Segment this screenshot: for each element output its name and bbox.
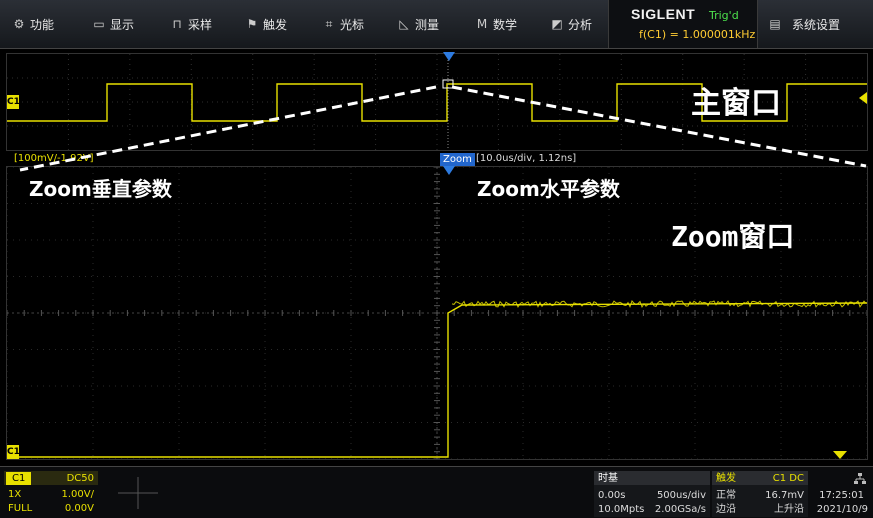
menu-math-label: 数学 bbox=[493, 17, 518, 32]
timebase-delay: 0.00s bbox=[598, 490, 626, 501]
menu-system-settings[interactable]: ▤ 系统设置 bbox=[768, 0, 840, 48]
main-window[interactable]: C1 主窗口 bbox=[6, 52, 868, 151]
menu-math[interactable]: M 数学 bbox=[475, 0, 517, 48]
menu-analysis-label: 分析 bbox=[568, 17, 593, 32]
menu-cursor[interactable]: ⌗ 光标 bbox=[322, 0, 364, 48]
monitor-icon: ▭ bbox=[93, 17, 105, 31]
settings-icon: ▤ bbox=[769, 17, 781, 31]
frequency-readout: f(C1) = 1.000001kHz bbox=[639, 28, 756, 41]
zoom-channel-tag[interactable]: C1 bbox=[7, 445, 20, 459]
menu-trigger[interactable]: ⚑ 触发 bbox=[245, 0, 287, 48]
zoom-vertical-label: [100mV/-1.92V] bbox=[14, 153, 94, 164]
channel-offset: 0.00V bbox=[64, 503, 94, 514]
zoom-waveform-noise bbox=[451, 300, 867, 309]
zoom-grid bbox=[7, 167, 867, 459]
brand-panel: SIGLENT Trig'd f(C1) = 1.000001kHz bbox=[608, 0, 758, 48]
timebase-scale: 500us/div bbox=[656, 490, 706, 501]
measure-icon: ◺ bbox=[399, 17, 409, 31]
trigger-position-marker[interactable] bbox=[443, 52, 455, 62]
memory-depth: 10.0Mpts bbox=[598, 504, 645, 515]
clock-date: 2021/10/9 bbox=[816, 504, 868, 515]
math-icon: M bbox=[476, 17, 488, 31]
top-menu-bar: ⚙ 功能 ▭ 显示 ⊓ 采样 ⚑ 触发 ⌗ 光标 ◺ 测量 M 数学 ◩ 分析 … bbox=[0, 0, 873, 49]
main-channel-tag[interactable]: C1 bbox=[7, 95, 20, 109]
network-icon bbox=[854, 473, 866, 484]
menu-measure[interactable]: ◺ 测量 bbox=[397, 0, 439, 48]
channel-probe: 1X bbox=[8, 489, 22, 500]
brand-logo: SIGLENT bbox=[631, 6, 696, 22]
channel-coupling: DC50 bbox=[66, 473, 94, 484]
trigger-title: 触发 bbox=[716, 473, 736, 484]
menu-trigger-label: 触发 bbox=[263, 17, 288, 32]
menu-analysis[interactable]: ◩ 分析 bbox=[550, 0, 592, 48]
clock-panel: 17:25:01 2021/10/9 bbox=[810, 471, 872, 517]
sample-rate: 2.00GSa/s bbox=[654, 504, 706, 515]
menu-function-label: 功能 bbox=[30, 17, 55, 32]
timebase-panel[interactable]: 时基 0.00s 500us/div 10.0Mpts 2.00GSa/s bbox=[594, 471, 710, 517]
zoom-trigger-marker[interactable] bbox=[443, 166, 455, 176]
main-window-annotation: 主窗口 bbox=[691, 86, 781, 121]
acquire-icon: ⊓ bbox=[172, 17, 182, 31]
trigger-source: C1 DC bbox=[772, 473, 804, 484]
zoom-badge[interactable]: Zoom bbox=[440, 153, 475, 166]
menu-acquire-label: 采样 bbox=[188, 17, 213, 32]
trigger-slope: 上升沿 bbox=[774, 504, 804, 515]
analysis-icon: ◩ bbox=[551, 17, 563, 31]
zoom-level-marker[interactable] bbox=[833, 451, 847, 461]
cursor-icon: ⌗ bbox=[325, 16, 333, 31]
menu-display[interactable]: ▭ 显示 bbox=[92, 0, 134, 48]
add-channel-icon[interactable] bbox=[110, 473, 166, 513]
zoom-horizontal-annotation: Zoom水平参数 bbox=[477, 177, 620, 201]
channel-scale: 1.00V/ bbox=[61, 489, 94, 500]
trigger-status: Trig'd bbox=[709, 9, 739, 22]
trigger-level: 16.7mV bbox=[765, 490, 804, 501]
trigger-type: 边沿 bbox=[716, 504, 736, 515]
flag-icon: ⚑ bbox=[246, 17, 258, 31]
menu-display-label: 显示 bbox=[110, 17, 135, 32]
channel-c1-panel[interactable]: C1 DC50 1X 1.00V/ FULL 0.00V bbox=[4, 471, 98, 517]
zoom-window-annotation: Zoom窗口 bbox=[671, 220, 795, 253]
menu-measure-label: 测量 bbox=[415, 17, 440, 32]
menu-cursor-label: 光标 bbox=[340, 17, 365, 32]
menu-acquire[interactable]: ⊓ 采样 bbox=[170, 0, 212, 48]
channel-name: C1 bbox=[6, 472, 32, 485]
zoom-vertical-annotation: Zoom垂直参数 bbox=[29, 177, 172, 201]
zoom-region-marker[interactable] bbox=[442, 79, 454, 89]
timebase-title: 时基 bbox=[598, 473, 618, 484]
trigger-level-marker[interactable] bbox=[859, 92, 867, 104]
trigger-panel[interactable]: 触发 C1 DC 正常 16.7mV 边沿 上升沿 bbox=[712, 471, 808, 517]
zoom-horizontal-label: [10.0us/div, 1.12ns] bbox=[476, 153, 577, 164]
trigger-mode: 正常 bbox=[716, 490, 736, 501]
zoom-waveform-display bbox=[7, 167, 867, 459]
menu-function[interactable]: ⚙ 功能 bbox=[12, 0, 54, 48]
channel-bandwidth: FULL bbox=[8, 503, 33, 514]
bottom-status-bar: C1 DC50 1X 1.00V/ FULL 0.00V 时基 0.00s 50… bbox=[0, 466, 873, 518]
gear-icon: ⚙ bbox=[13, 17, 25, 31]
menu-system-settings-label: 系统设置 bbox=[792, 17, 841, 32]
zoom-window[interactable]: C1 Zoom垂直参数 Zoom水平参数 Zoom窗口 bbox=[6, 166, 868, 460]
clock-time: 17:25:01 bbox=[819, 490, 864, 501]
